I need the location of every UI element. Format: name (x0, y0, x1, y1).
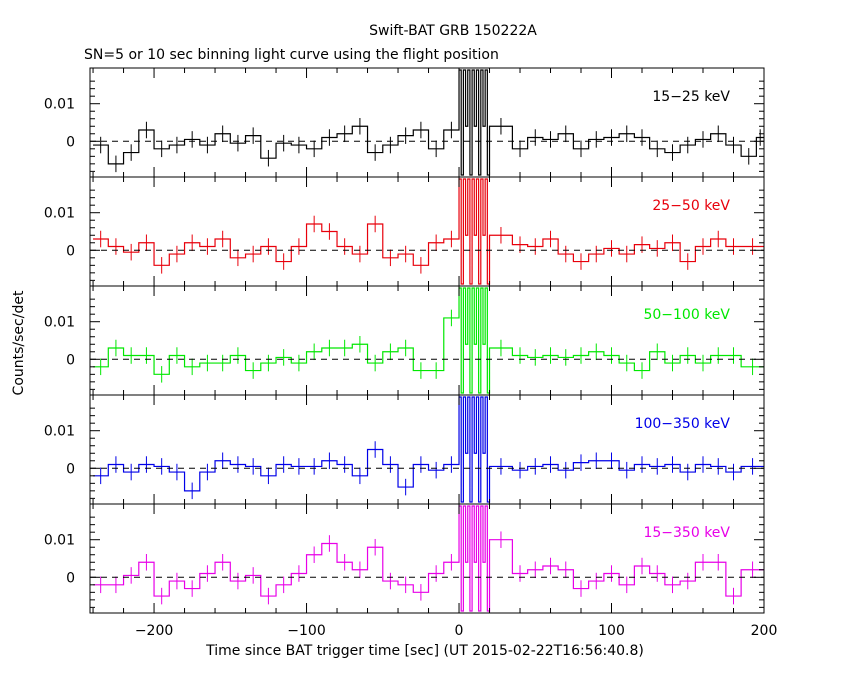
panel-1: 0 0.01 15−25 keV (44, 67, 765, 178)
x-axis-label: Time since BAT trigger time [sec] (UT 20… (205, 643, 644, 659)
y-tick-label: 0.01 (44, 206, 75, 222)
y-tick-label: 0.01 (44, 424, 75, 440)
panel-frame (89, 503, 765, 614)
band-label: 15−350 keV (643, 525, 730, 541)
band-label: 15−25 keV (652, 89, 730, 105)
y-tick-label: 0 (66, 570, 75, 586)
panel-3: 0 0.01 50−100 keV (44, 285, 765, 396)
panel-2: 0 0.01 25−50 keV (44, 176, 765, 287)
series-line (93, 69, 764, 176)
panel-frame (89, 285, 765, 396)
series-2 (93, 178, 764, 285)
y-tick-label: 0 (66, 134, 75, 150)
panel-frame (89, 394, 765, 505)
x-tick-label: −200 (135, 623, 173, 639)
panels-group: 0 0.01 15−25 keV 0 0.01 25−50 keV 0 0.01 50−100 … (44, 67, 778, 639)
series-line (93, 396, 764, 503)
series-5 (93, 505, 764, 612)
y-tick-label: 0.01 (44, 533, 75, 549)
chart-subtitle: SN=5 or 10 sec binning light curve using… (84, 47, 499, 63)
y-tick-label: 0.01 (44, 97, 75, 113)
band-label: 100−350 keV (635, 416, 731, 432)
panel-4: 0 0.01 100−350 keV (44, 394, 765, 505)
panel-5: 0 0.01 15−350 keV (44, 503, 765, 614)
band-label: 25−50 keV (652, 198, 730, 214)
series-line (93, 287, 764, 394)
x-tick-label: 0 (455, 623, 464, 639)
chart-title: Swift-BAT GRB 150222A (369, 23, 537, 39)
series-4 (93, 396, 764, 503)
y-axis-label: Counts/sec/det (11, 290, 27, 395)
x-tick-label: 100 (598, 623, 625, 639)
x-tick-label: 200 (751, 623, 778, 639)
x-tick-label: −100 (287, 623, 325, 639)
series-line (93, 505, 764, 612)
series-3 (93, 287, 764, 394)
y-tick-label: 0 (66, 461, 75, 477)
series-line (93, 178, 764, 285)
series-1 (93, 69, 764, 176)
band-label: 50−100 keV (643, 307, 730, 323)
panel-frame (89, 176, 765, 287)
panel-frame (89, 67, 765, 178)
y-tick-label: 0 (66, 243, 75, 259)
y-tick-label: 0 (66, 352, 75, 368)
y-tick-label: 0.01 (44, 315, 75, 331)
